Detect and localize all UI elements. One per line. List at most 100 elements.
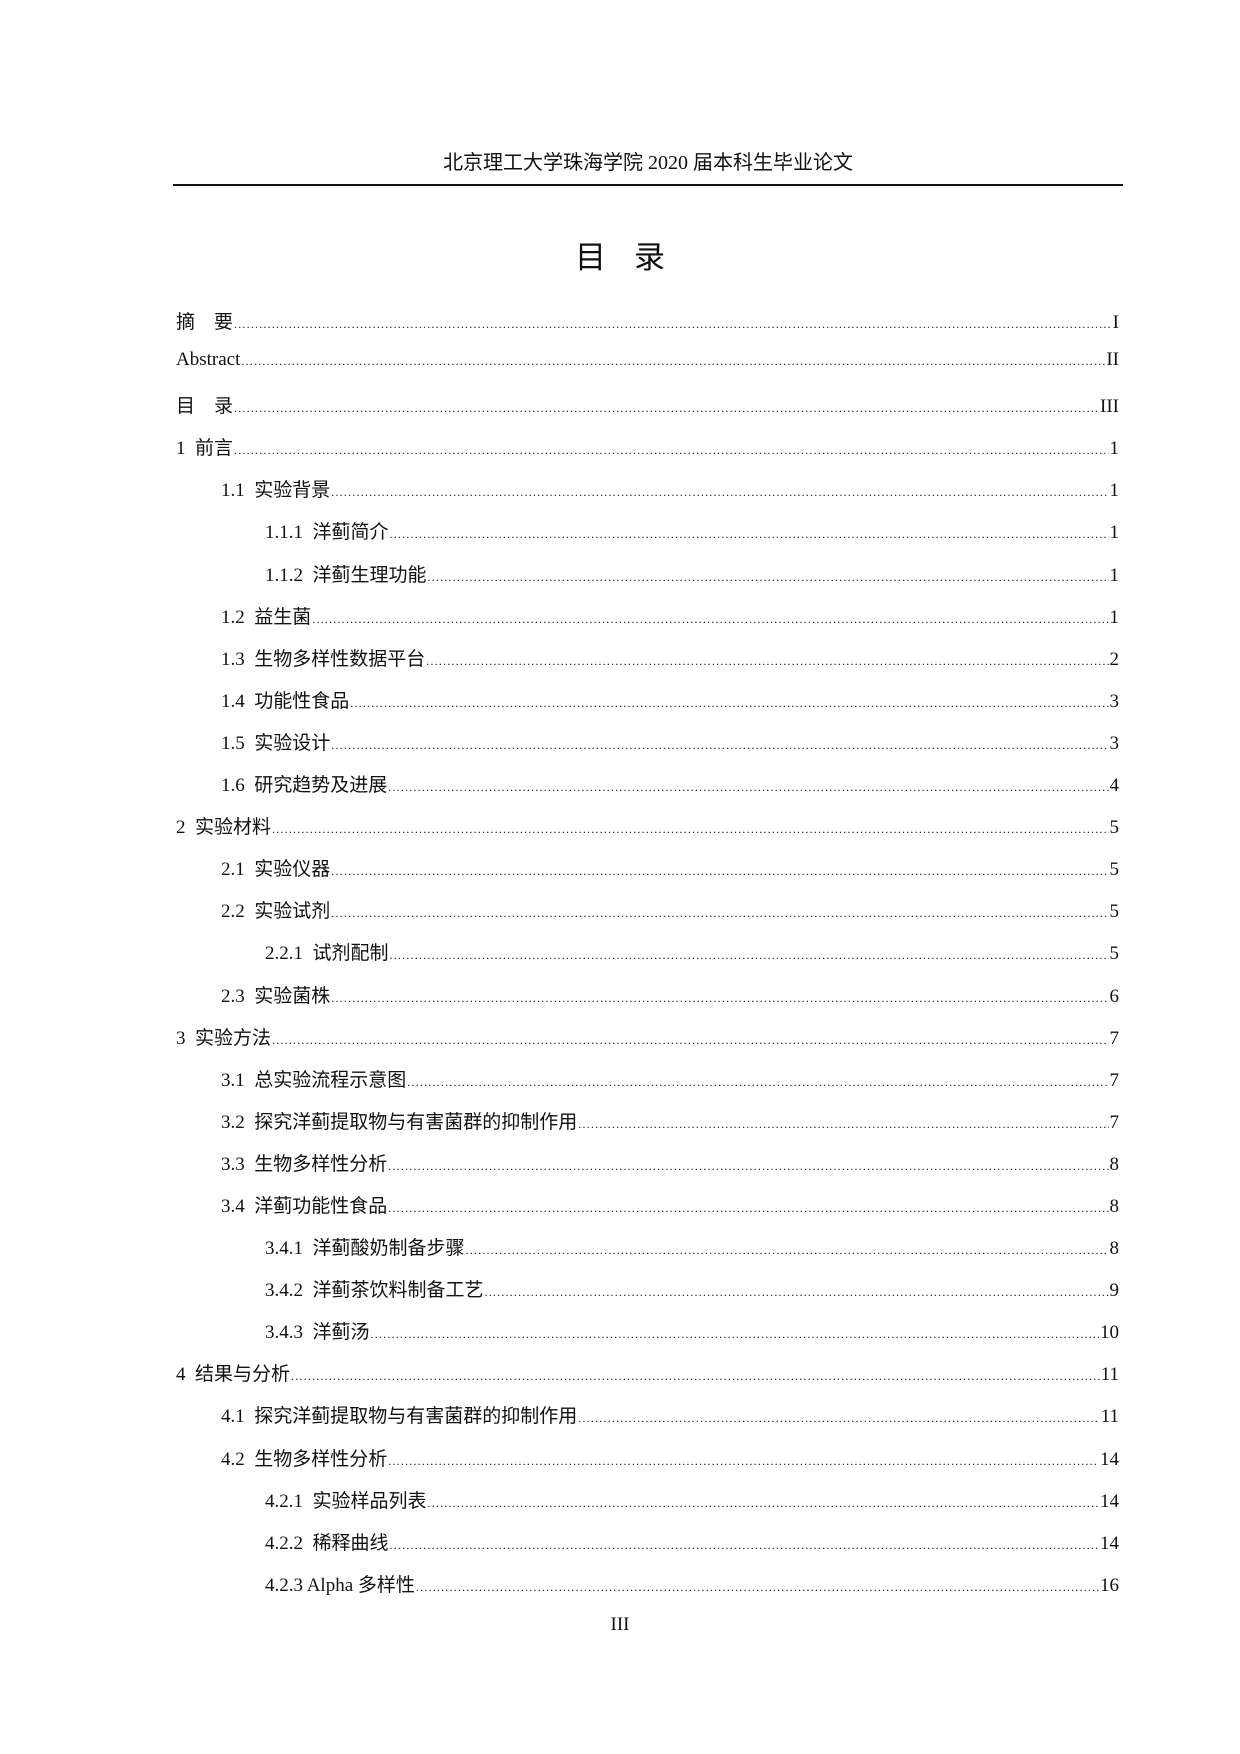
running-header: 北京理工大学珠海学院 2020 届本科生毕业论文 [443, 152, 853, 174]
toc-entry[interactable]: 4.1 探究洋蓟提取物与有害菌群的抑制作用 11 [176, 1401, 1119, 1443]
dot-leader [390, 948, 1109, 963]
dot-leader [388, 1454, 1099, 1469]
toc-entry[interactable]: 1.1.1 洋蓟简介 1 [176, 517, 1119, 559]
toc-entry[interactable]: 3.4 洋蓟功能性食品 8 [176, 1191, 1119, 1233]
toc-entry-label: 4.2.2 稀释曲线 [265, 1532, 389, 1554]
header-rule [173, 184, 1123, 186]
toc-entry-page: 8 [1109, 1153, 1120, 1175]
toc-entry[interactable]: 2.2.1 试剂配制 5 [176, 938, 1119, 980]
toc-entry-label: 4.1 探究洋蓟提取物与有害菌群的抑制作用 [221, 1406, 578, 1428]
toc-entry-page: 16 [1100, 1574, 1119, 1596]
toc-entry[interactable]: 1.1.2 洋蓟生理功能 1 [176, 560, 1119, 602]
toc-entry-page: 5 [1109, 817, 1120, 839]
toc-entry-page: 1 [1109, 480, 1120, 502]
toc-entry[interactable]: 3.4.1 洋蓟酸奶制备步骤 8 [176, 1233, 1119, 1275]
toc-entry-label: 2.1 实验仪器 [221, 859, 331, 881]
toc-entry[interactable]: 3.4.3 洋蓟汤 10 [176, 1317, 1119, 1359]
toc-entry-page: 7 [1109, 1027, 1120, 1049]
toc-entry-page: 11 [1100, 1406, 1119, 1428]
toc-entry[interactable]: 3.1 总实验流程示意图 7 [176, 1065, 1119, 1107]
toc-entry-label: 1 前言 [176, 438, 234, 460]
dot-leader [241, 354, 1105, 369]
dot-leader [485, 1285, 1109, 1300]
toc-entry-label: 1.5 实验设计 [221, 732, 331, 754]
dot-leader [578, 1117, 1108, 1132]
dot-leader [371, 1327, 1099, 1342]
toc-entry[interactable]: 4.2.2 稀释曲线 14 [176, 1528, 1119, 1570]
dot-leader [331, 991, 1108, 1006]
toc-entry-label: 3.4 洋蓟功能性食品 [221, 1195, 388, 1217]
toc-entry-label: 1.1 实验背景 [221, 480, 331, 502]
toc-entry[interactable]: 2.1 实验仪器 5 [176, 854, 1119, 896]
toc-entry-label: 3.4.3 洋蓟汤 [265, 1322, 370, 1344]
toc-entry[interactable]: 1.6 研究趋势及进展 4 [176, 770, 1119, 812]
toc-entry-label: 目 录 [176, 396, 234, 418]
table-of-contents: 摘 要IAbstractII目 录III1 前言11.1 实验背景11.1.1 … [176, 307, 1119, 1612]
toc-entry-label: 2 实验材料 [176, 817, 272, 839]
toc-entry-label: 1.1.1 洋蓟简介 [265, 522, 389, 544]
toc-entry[interactable]: 1 前言 1 [176, 433, 1119, 475]
toc-entry[interactable]: 3.4.2 洋蓟茶饮料制备工艺 9 [176, 1275, 1119, 1317]
toc-entry-page: 9 [1109, 1280, 1120, 1302]
toc-entry[interactable]: 4 结果与分析 11 [176, 1359, 1119, 1401]
toc-entry[interactable]: 1.4 功能性食品 3 [176, 686, 1119, 728]
toc-entry[interactable]: 目 录 III [176, 391, 1119, 433]
toc-entry-page: 14 [1100, 1490, 1119, 1512]
dot-leader [312, 612, 1108, 627]
toc-entry-label: 4.2.3 Alpha 多样性 [265, 1574, 415, 1596]
dot-leader [234, 317, 1112, 332]
toc-entry[interactable]: 摘 要I [176, 307, 1119, 349]
toc-entry[interactable]: 1.1 实验背景 1 [176, 475, 1119, 517]
toc-entry-label: 1.1.2 洋蓟生理功能 [265, 564, 427, 586]
toc-entry[interactable]: 3.2 探究洋蓟提取物与有害菌群的抑制作用 7 [176, 1107, 1119, 1149]
dot-leader [407, 1075, 1108, 1090]
toc-entry[interactable]: 1.2 益生菌 1 [176, 602, 1119, 644]
toc-entry-page: III [1100, 396, 1119, 418]
toc-entry-page: 4 [1109, 775, 1120, 797]
toc-entry-page: 1 [1109, 438, 1120, 460]
toc-entry-label: 2.2 实验试剂 [221, 901, 331, 923]
dot-leader [416, 1580, 1099, 1595]
toc-entry[interactable]: 4.2.3 Alpha 多样性 16 [176, 1570, 1119, 1612]
page-title: 目录 [575, 240, 693, 275]
dot-leader [388, 1159, 1108, 1174]
toc-entry[interactable]: 3.3 生物多样性分析 8 [176, 1149, 1119, 1191]
toc-entry-label: 4.2.1 实验样品列表 [265, 1490, 427, 1512]
toc-entry[interactable]: 1.3 生物多样性数据平台 2 [176, 644, 1119, 686]
dot-leader [272, 822, 1108, 837]
toc-entry[interactable]: 2 实验材料 5 [176, 812, 1119, 854]
toc-entry-page: 3 [1109, 732, 1120, 754]
toc-entry[interactable]: 2.3 实验菌株 6 [176, 981, 1119, 1023]
toc-entry-label: 1.2 益生菌 [221, 606, 312, 628]
toc-entry-label: 4 结果与分析 [176, 1364, 291, 1386]
dot-leader [234, 443, 1108, 458]
toc-entry-label: 3.3 生物多样性分析 [221, 1153, 388, 1175]
dot-leader [331, 485, 1108, 500]
toc-entry-page: 1 [1109, 522, 1120, 544]
toc-entry-page: 10 [1100, 1322, 1119, 1344]
toc-entry-label: 3.4.2 洋蓟茶饮料制备工艺 [265, 1280, 484, 1302]
toc-entry[interactable]: 2.2 实验试剂 5 [176, 896, 1119, 938]
dot-leader [578, 1411, 1099, 1426]
toc-entry[interactable]: 4.2.1 实验样品列表 14 [176, 1486, 1119, 1528]
toc-entry[interactable]: 4.2 生物多样性分析 14 [176, 1444, 1119, 1486]
dot-leader [390, 1538, 1099, 1553]
dot-leader [234, 401, 1099, 416]
dot-leader [272, 1033, 1108, 1048]
toc-entry-label: 3 实验方法 [176, 1027, 272, 1049]
toc-entry-label: 1.3 生物多样性数据平台 [221, 648, 426, 670]
toc-entry-page: 7 [1109, 1069, 1120, 1091]
dot-leader [390, 527, 1109, 542]
dot-leader [331, 864, 1108, 879]
toc-entry[interactable]: Abstract II [176, 349, 1119, 391]
toc-entry[interactable]: 1.5 实验设计 3 [176, 728, 1119, 770]
dot-leader [428, 570, 1109, 585]
dot-leader [350, 696, 1108, 711]
toc-entry-label: 3.1 总实验流程示意图 [221, 1069, 407, 1091]
toc-entry-page: 11 [1100, 1364, 1119, 1386]
toc-entry-page: 14 [1100, 1532, 1119, 1554]
toc-entry[interactable]: 3 实验方法 7 [176, 1023, 1119, 1065]
toc-entry-page: 7 [1109, 1111, 1120, 1133]
toc-entry-label: 3.4.1 洋蓟酸奶制备步骤 [265, 1238, 465, 1260]
toc-entry-page: 1 [1109, 606, 1120, 628]
